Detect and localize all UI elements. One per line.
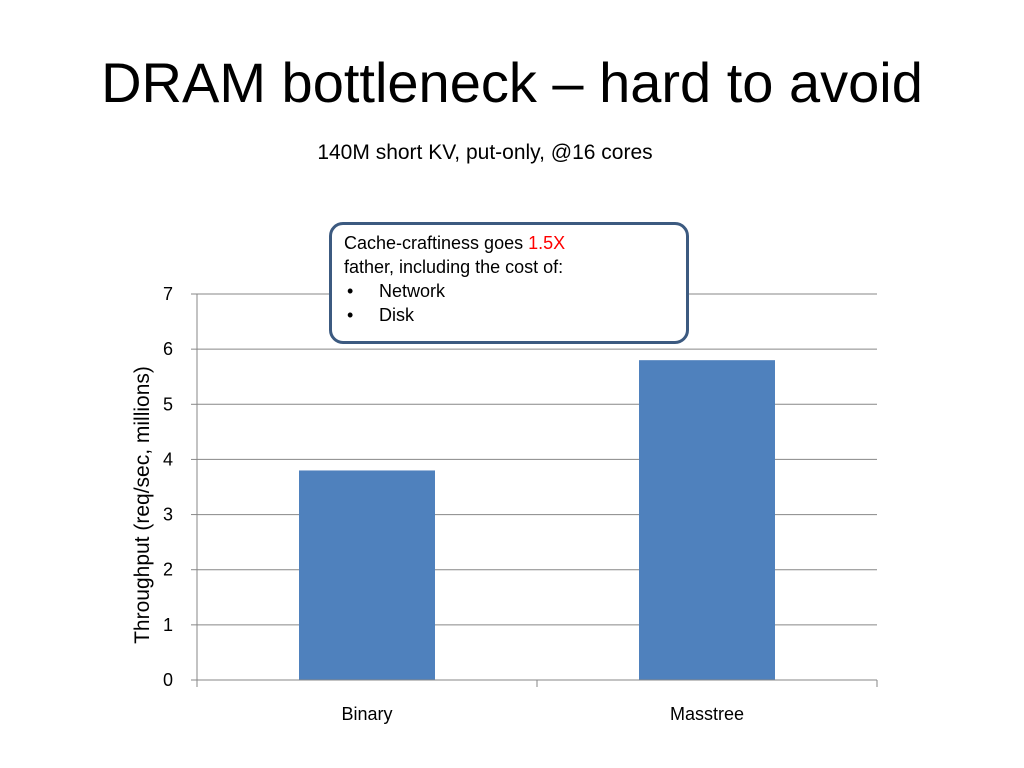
callout-text: Cache-craftiness goes [344, 233, 529, 253]
bar [639, 360, 775, 680]
callout-line-2: father, including the cost of: [344, 257, 564, 277]
axes [191, 293, 878, 687]
x-category-labels: Binary Masstree [341, 704, 744, 724]
callout-bullet: Disk [344, 303, 674, 327]
y-axis-title: Throughput (req/sec, millions) [131, 366, 154, 644]
callout-bullet: Network [344, 279, 674, 303]
slide-subtitle: 140M short KV, put-only, @16 cores [317, 141, 653, 164]
y-tick-label: 1 [163, 615, 173, 635]
y-tick-label: 2 [163, 560, 173, 580]
bar-series [299, 360, 775, 680]
bar [299, 470, 435, 680]
slide-title: DRAM bottleneck – hard to avoid [101, 51, 923, 114]
y-tick-label: 0 [163, 670, 173, 690]
callout-highlight: 1.5X [528, 233, 566, 253]
y-tick-label: 4 [163, 449, 173, 469]
y-tick-label: 7 [163, 284, 173, 304]
y-tick-label: 5 [163, 394, 173, 414]
callout-box: Cache-craftiness goes 1.5X father, inclu… [329, 222, 689, 344]
callout-line-1: Cache-craftiness goes 1.5X [344, 231, 674, 255]
y-tick-label: 3 [163, 505, 173, 525]
callout-bullet-list: Network Disk [344, 279, 674, 327]
x-category-label: Masstree [670, 704, 744, 724]
y-tick-labels: 0 1 2 3 4 5 6 7 [163, 284, 173, 690]
x-category-label: Binary [341, 704, 392, 724]
y-tick-label: 6 [163, 339, 173, 359]
